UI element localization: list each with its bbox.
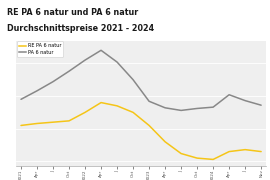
- Text: RE PA 6 natur und PA 6 natur: RE PA 6 natur und PA 6 natur: [7, 8, 138, 17]
- Text: © 2024 Kunststoff Information, Bad Homburg · www.kiweb.de: © 2024 Kunststoff Information, Bad Hombu…: [7, 171, 158, 177]
- Text: Durchschnittspreise 2021 - 2024: Durchschnittspreise 2021 - 2024: [7, 24, 154, 33]
- Legend: RE PA 6 natur, PA 6 natur: RE PA 6 natur, PA 6 natur: [17, 41, 63, 57]
